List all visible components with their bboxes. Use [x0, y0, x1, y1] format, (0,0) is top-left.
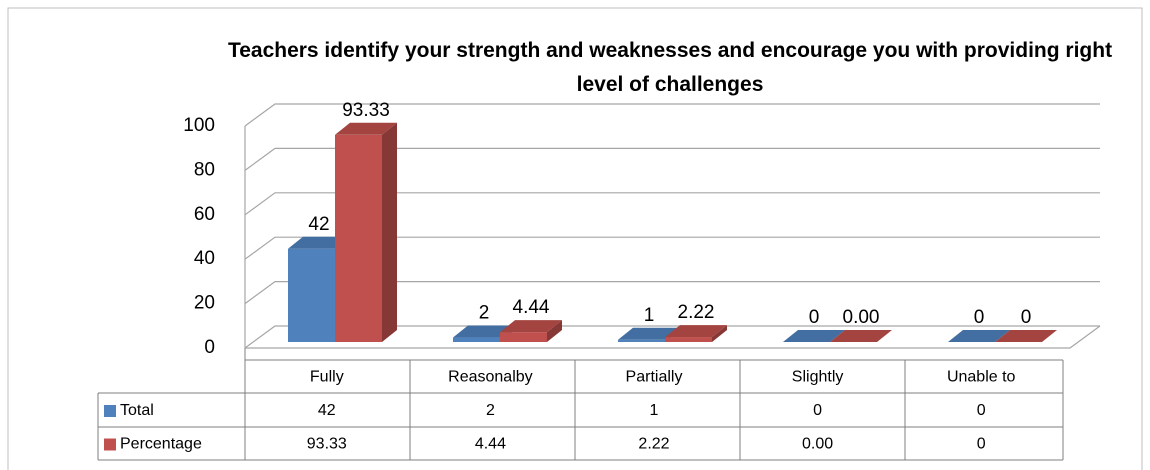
legend-label: Percentage	[120, 436, 202, 453]
data-label: 0	[809, 307, 820, 328]
bar-top	[500, 320, 562, 333]
table-cell: 1	[650, 402, 659, 419]
bar-side	[382, 122, 397, 342]
table-header: Unable to	[947, 369, 1016, 386]
table-cell: 2	[486, 402, 495, 419]
table-cell: 2.22	[638, 436, 669, 453]
legend-swatch	[104, 405, 116, 417]
table-cell: 0	[977, 402, 986, 419]
bar-top	[830, 330, 892, 342]
y-tick-label: 0	[204, 337, 215, 358]
y-tick-label: 40	[194, 248, 215, 269]
bar	[453, 337, 500, 342]
table-cell: 0	[977, 436, 986, 453]
bar-top	[783, 330, 845, 342]
table-header: Partially	[626, 369, 683, 386]
chart-border	[7, 7, 1143, 470]
table-header: Slightly	[792, 369, 844, 386]
table-cell: 93.33	[307, 436, 347, 453]
grid-line	[244, 103, 1100, 127]
data-label: 2	[479, 303, 490, 324]
y-tick-label: 60	[194, 204, 215, 225]
bar-top	[453, 325, 515, 338]
floor	[245, 325, 1101, 349]
table-header: Fully	[310, 369, 344, 386]
y-tick-label: 20	[194, 293, 215, 314]
data-label: 2.22	[678, 302, 715, 323]
data-label: 0	[974, 307, 985, 328]
table-cell: 42	[318, 402, 336, 419]
bar-top	[288, 236, 350, 249]
bar-top	[948, 330, 1010, 342]
data-label: 4.44	[513, 297, 550, 318]
bar	[618, 339, 665, 342]
bar	[288, 248, 335, 342]
data-label: 1	[644, 305, 655, 326]
table-header: Reasonalby	[448, 369, 533, 386]
grid-line	[244, 147, 1100, 171]
bar-top	[618, 327, 680, 340]
grid-line	[244, 325, 1100, 349]
legend-swatch	[104, 438, 116, 451]
bar	[335, 134, 382, 342]
bar-top	[335, 122, 397, 135]
data-label: 93.33	[342, 100, 390, 121]
grid-line	[244, 281, 1100, 305]
y-tick-label: 80	[194, 159, 215, 180]
table-cell: 0	[813, 402, 822, 419]
table-cell: 4.44	[475, 436, 506, 453]
data-label: 42	[308, 214, 329, 235]
bar-side	[547, 320, 562, 342]
bar-top	[995, 330, 1057, 342]
bar	[665, 337, 712, 342]
bar-top	[665, 325, 727, 338]
data-label: 0	[1021, 307, 1032, 328]
legend-label: Total	[120, 402, 154, 419]
bar	[500, 332, 547, 342]
bar-side	[712, 325, 727, 342]
grid-line	[244, 192, 1100, 216]
y-tick-label: 100	[183, 115, 215, 136]
table-cell: 0.00	[802, 436, 833, 453]
grid-line	[244, 236, 1100, 260]
chart-title: Teachers identify your strength and weak…	[227, 39, 1113, 96]
data-label: 0.00	[843, 307, 880, 328]
